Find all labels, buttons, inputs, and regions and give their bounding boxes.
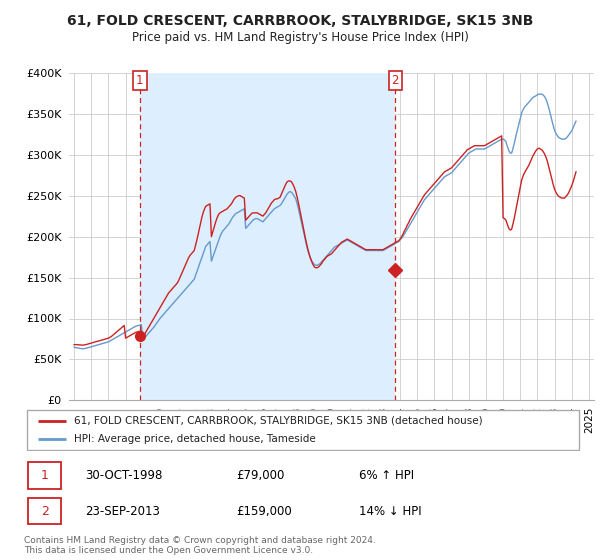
Text: 23-SEP-2013: 23-SEP-2013 bbox=[85, 505, 160, 517]
Text: 61, FOLD CRESCENT, CARRBROOK, STALYBRIDGE, SK15 3NB (detached house): 61, FOLD CRESCENT, CARRBROOK, STALYBRIDG… bbox=[74, 416, 483, 426]
Text: Contains HM Land Registry data © Crown copyright and database right 2024.
This d: Contains HM Land Registry data © Crown c… bbox=[24, 536, 376, 556]
Text: £79,000: £79,000 bbox=[236, 469, 284, 482]
Text: 14% ↓ HPI: 14% ↓ HPI bbox=[359, 505, 421, 517]
Text: 30-OCT-1998: 30-OCT-1998 bbox=[85, 469, 163, 482]
Text: £159,000: £159,000 bbox=[236, 505, 292, 517]
Text: Price paid vs. HM Land Registry's House Price Index (HPI): Price paid vs. HM Land Registry's House … bbox=[131, 31, 469, 44]
Bar bbox=[140, 73, 395, 400]
Text: HPI: Average price, detached house, Tameside: HPI: Average price, detached house, Tame… bbox=[74, 434, 316, 444]
FancyBboxPatch shape bbox=[28, 498, 61, 524]
Text: 1: 1 bbox=[41, 469, 49, 482]
FancyBboxPatch shape bbox=[28, 462, 61, 488]
Text: 1: 1 bbox=[136, 74, 143, 87]
Text: 61, FOLD CRESCENT, CARRBROOK, STALYBRIDGE, SK15 3NB: 61, FOLD CRESCENT, CARRBROOK, STALYBRIDG… bbox=[67, 14, 533, 28]
Text: 2: 2 bbox=[41, 505, 49, 517]
FancyBboxPatch shape bbox=[27, 410, 578, 450]
Text: 2: 2 bbox=[392, 74, 399, 87]
Text: 6% ↑ HPI: 6% ↑ HPI bbox=[359, 469, 414, 482]
